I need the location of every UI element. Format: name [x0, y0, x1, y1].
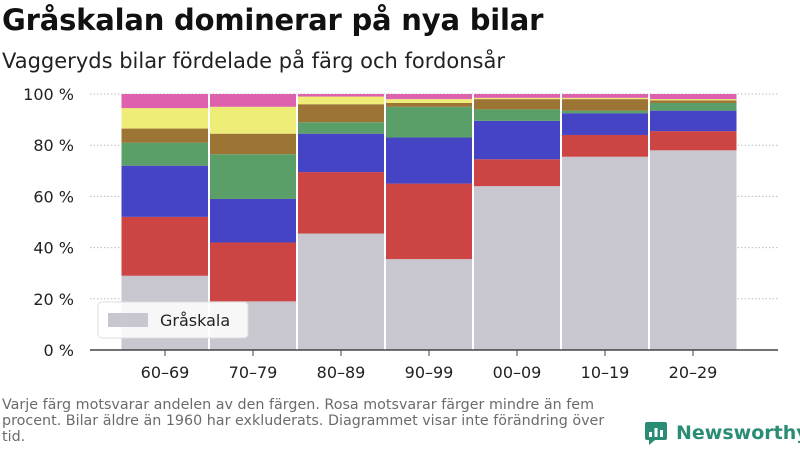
x-tick-label: 00–09 — [493, 363, 542, 382]
bar-segment — [385, 137, 473, 184]
bar-segment — [649, 100, 737, 103]
bar-segment — [209, 133, 297, 155]
bar-segment — [473, 186, 561, 350]
x-tick-label: 70–79 — [229, 363, 278, 382]
bar-segment — [649, 94, 737, 100]
bar-segment — [121, 216, 209, 276]
x-tick-label: 90–99 — [405, 363, 454, 382]
bar-segment — [297, 172, 385, 234]
bar-segment — [649, 99, 737, 101]
x-tick-label: 60–69 — [141, 363, 190, 382]
bar-segment — [121, 165, 209, 217]
bar-segment — [385, 102, 473, 107]
y-tick-label: 0 % — [44, 341, 74, 360]
bar-segment — [297, 96, 385, 105]
bar-segment — [297, 104, 385, 123]
bar-segment — [561, 113, 649, 135]
bar-segment — [385, 183, 473, 260]
bar-segment — [473, 97, 561, 100]
bar-segment — [561, 156, 649, 350]
bar-segment — [473, 99, 561, 110]
bar-segment — [297, 122, 385, 134]
x-tick-label: 80–89 — [317, 363, 366, 382]
bar-segment — [209, 94, 297, 107]
bar-segment — [209, 106, 297, 134]
y-tick-label: 20 % — [33, 290, 74, 309]
bar-segment — [385, 99, 473, 103]
bar-segment — [561, 94, 649, 98]
bar-segment — [209, 198, 297, 243]
bar-segment — [473, 159, 561, 187]
stacked-bar-chart: 0 % 20 % 40 % 60 % 80 % 100 % 60–69 70–79 80–89 9… — [23, 85, 778, 382]
bar-segment — [473, 109, 561, 121]
y-tick-label: 80 % — [33, 136, 74, 155]
bar-segment — [561, 110, 649, 114]
bar-segment — [649, 150, 737, 350]
legend-box — [97, 301, 249, 339]
footnote: Varje färg motsvarar andelen av den färg… — [2, 397, 605, 445]
bar-segment — [561, 97, 649, 100]
bar-segment — [473, 120, 561, 160]
bar-segment — [561, 134, 649, 157]
y-tick-label: 40 % — [33, 239, 74, 258]
chart-title: Gråskalan dominerar på nya bilar — [2, 3, 544, 37]
legend-label: Gråskala — [160, 311, 230, 330]
bar-segment — [385, 106, 473, 138]
bar-segment — [209, 242, 297, 302]
bar-segment — [297, 133, 385, 173]
bar-segment — [385, 259, 473, 350]
bar-segment — [649, 110, 737, 132]
x-tick-label: 10–19 — [581, 363, 630, 382]
bar-segment — [297, 233, 385, 350]
bar-segment — [121, 94, 209, 109]
bar-segment — [473, 94, 561, 98]
bar-segment — [121, 142, 209, 166]
x-tick-label: 20–29 — [669, 363, 718, 382]
bar-segment — [121, 128, 209, 143]
brand-name: Newsworthy — [676, 422, 800, 444]
bar-segment — [297, 94, 385, 97]
y-tick-label: 60 % — [33, 187, 74, 206]
y-tick-label: 100 % — [23, 85, 74, 104]
brand: Newsworthy — [644, 420, 800, 446]
bar-segment — [649, 131, 737, 151]
bar-segment — [649, 102, 737, 111]
bar-segment — [209, 154, 297, 199]
chart-subtitle: Vaggeryds bilar fördelade på färg och fo… — [2, 49, 505, 73]
newsworthy-logo-icon — [645, 422, 667, 445]
bar-segment — [385, 94, 473, 100]
legend-swatch — [108, 313, 148, 327]
bar-segment — [561, 99, 649, 111]
bar-segment — [121, 108, 209, 129]
